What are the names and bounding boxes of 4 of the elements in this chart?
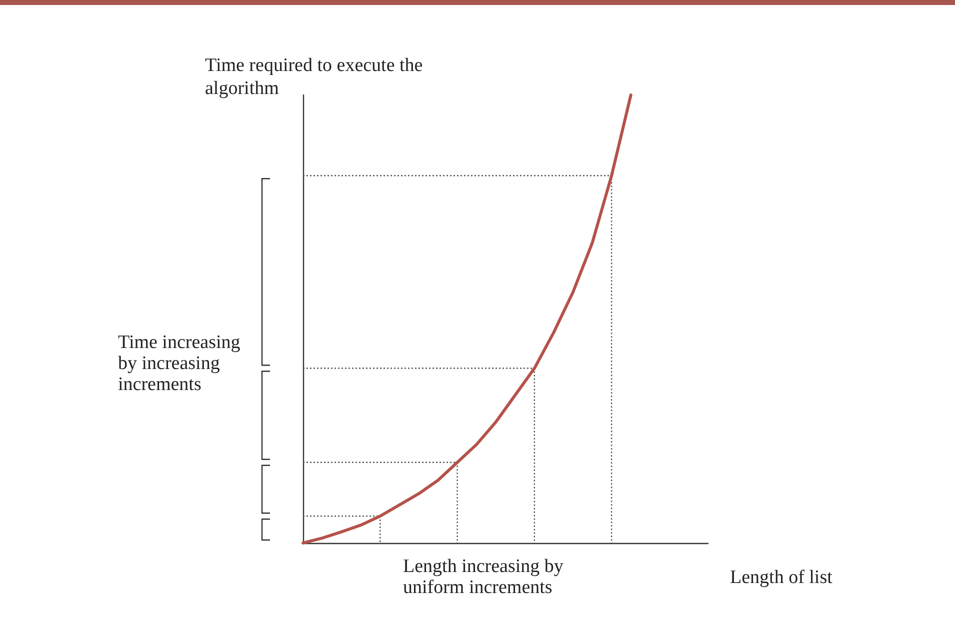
y-axis-title: Time required to execute the algorithm xyxy=(205,55,428,99)
x-axis-title: Length of list xyxy=(730,567,834,588)
text: Time increasing by increasing increments xyxy=(118,332,246,395)
text: Length increasing by uniform increments xyxy=(403,556,568,598)
